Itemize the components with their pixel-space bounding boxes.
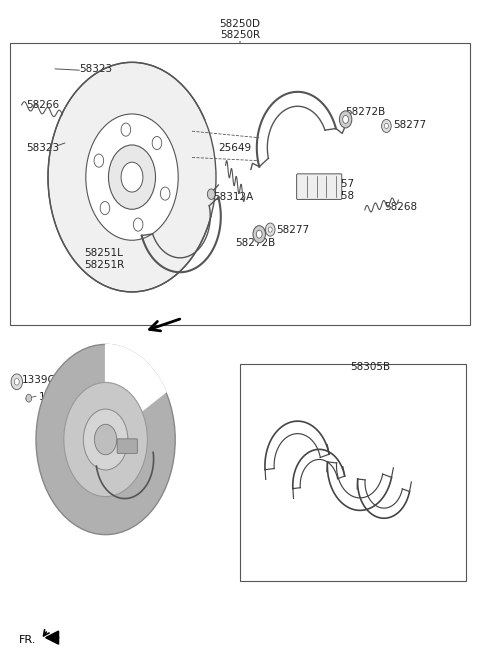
- Circle shape: [121, 123, 131, 136]
- Circle shape: [152, 136, 162, 150]
- Circle shape: [256, 230, 262, 238]
- Circle shape: [121, 162, 143, 192]
- Circle shape: [343, 115, 348, 123]
- Circle shape: [160, 187, 170, 200]
- Circle shape: [384, 123, 388, 129]
- Circle shape: [265, 223, 275, 236]
- Polygon shape: [106, 344, 166, 440]
- Circle shape: [14, 379, 19, 385]
- Circle shape: [133, 218, 143, 231]
- Circle shape: [26, 394, 32, 402]
- Text: 58277: 58277: [394, 119, 427, 130]
- Text: 58323: 58323: [26, 142, 60, 153]
- Text: FR.: FR.: [19, 634, 36, 645]
- Circle shape: [100, 201, 110, 215]
- Circle shape: [84, 409, 128, 470]
- Circle shape: [339, 111, 352, 128]
- Circle shape: [86, 114, 178, 240]
- Circle shape: [36, 344, 175, 535]
- Circle shape: [94, 154, 104, 167]
- Text: 25649: 25649: [218, 142, 252, 153]
- Text: 58272B: 58272B: [235, 237, 276, 248]
- Text: 58268: 58268: [384, 201, 417, 212]
- Circle shape: [382, 119, 391, 133]
- Text: 58250D
58250R: 58250D 58250R: [219, 19, 261, 40]
- Circle shape: [64, 382, 147, 497]
- FancyBboxPatch shape: [117, 439, 137, 453]
- Text: 58277: 58277: [276, 224, 309, 235]
- Circle shape: [11, 374, 23, 390]
- Circle shape: [268, 227, 272, 232]
- FancyBboxPatch shape: [297, 174, 342, 199]
- Polygon shape: [46, 631, 59, 644]
- Text: 1339GB: 1339GB: [22, 375, 63, 386]
- Text: 1351AA: 1351AA: [38, 392, 79, 402]
- Circle shape: [207, 189, 215, 199]
- Bar: [10, 43, 470, 325]
- Text: 58323: 58323: [79, 64, 112, 74]
- Text: 58251L
58251R: 58251L 58251R: [84, 249, 124, 270]
- Circle shape: [108, 145, 156, 209]
- Circle shape: [253, 226, 265, 243]
- Bar: [240, 364, 466, 581]
- Text: 58305B: 58305B: [350, 362, 391, 373]
- Text: 58272B: 58272B: [346, 106, 386, 117]
- Text: 58266: 58266: [26, 100, 60, 110]
- Text: 58257
58258: 58257 58258: [322, 180, 355, 201]
- Text: 58312A: 58312A: [214, 192, 254, 202]
- Circle shape: [95, 424, 117, 455]
- Circle shape: [48, 62, 216, 292]
